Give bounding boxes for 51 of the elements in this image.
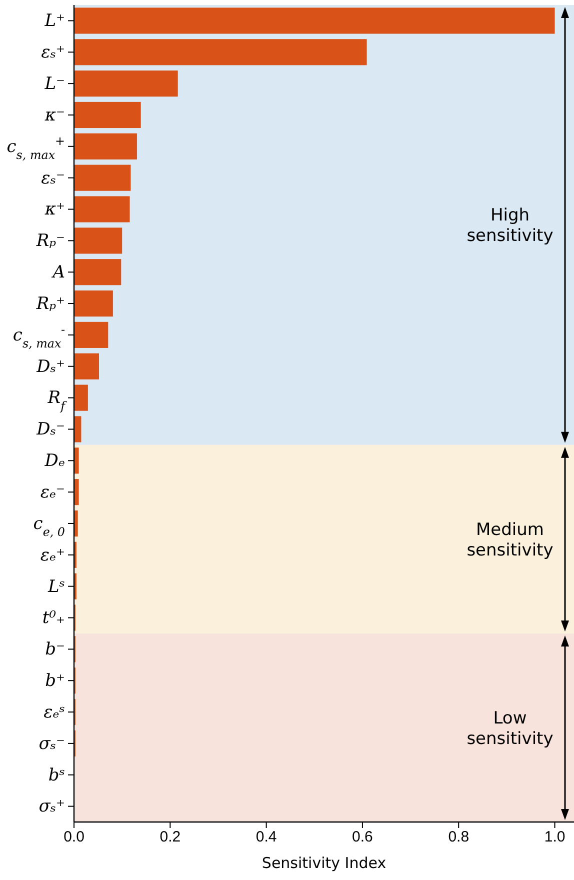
bar: [74, 8, 555, 34]
bar: [74, 228, 122, 254]
y-tick-label: Dₛ⁻: [36, 420, 65, 440]
y-tick-label: εₑ⁻: [40, 482, 65, 502]
y-tick-label: εₑˢ: [44, 702, 66, 722]
y-tick-label: εₛ⁻: [41, 168, 65, 188]
bar: [74, 290, 113, 317]
y-tick-label: bˢ: [48, 765, 66, 786]
y-tick-label: b⁺: [45, 671, 65, 692]
bar: [74, 384, 88, 411]
x-tick-label: 1.0: [544, 828, 566, 846]
bar: [74, 39, 367, 66]
y-tick-label: R$_{f}$: [46, 388, 68, 414]
bar: [74, 510, 78, 537]
y-tick-label: Lˢ: [46, 576, 66, 597]
band-label: Medium sensitivity: [466, 520, 554, 560]
y-tick-label: κ⁻: [44, 105, 65, 126]
x-axis-title: Sensitivity Index: [262, 854, 386, 872]
y-tick-label: Rₚ⁺: [35, 294, 65, 314]
x-tick-label: 0.6: [352, 828, 373, 846]
bar: [74, 416, 82, 442]
bar: [74, 70, 178, 97]
y-tick-label: L⁺: [44, 11, 65, 32]
bar: [74, 322, 108, 348]
y-tick-label: κ⁺: [44, 200, 65, 220]
x-tick-label: 0.0: [64, 828, 84, 846]
y-tick-label: εₑ⁺: [40, 545, 65, 566]
bar: [74, 164, 131, 191]
x-tick-label: 0.4: [256, 828, 277, 846]
band-label: High sensitivity: [466, 206, 554, 246]
bar: [74, 102, 141, 128]
bar: [74, 133, 137, 160]
bar: [74, 259, 122, 286]
bar: [74, 196, 130, 222]
y-tick-label: σₛ⁻: [38, 734, 65, 754]
y-tick-label: c$_{e, 0}$: [33, 514, 66, 539]
bar: [74, 353, 99, 380]
y-tick-label: Dₑ: [44, 451, 65, 472]
y-tick-label: εₛ⁺: [41, 42, 65, 63]
band-label: Low sensitivity: [466, 708, 554, 749]
bar: [74, 479, 79, 506]
x-tick-label: 0.2: [160, 828, 181, 846]
y-tick-label: b⁻: [45, 640, 65, 660]
y-tick-label: σₛ⁺: [38, 796, 65, 817]
y-tick-label: A: [50, 262, 65, 283]
y-tick-label: L⁻: [44, 74, 65, 94]
y-tick-label: Dₛ⁺: [36, 356, 65, 377]
x-tick-label: 0.8: [448, 828, 470, 846]
bar: [74, 448, 79, 474]
y-tick-label: Rₚ⁻: [35, 231, 65, 252]
y-tick-label: t⁰₊: [42, 608, 65, 628]
